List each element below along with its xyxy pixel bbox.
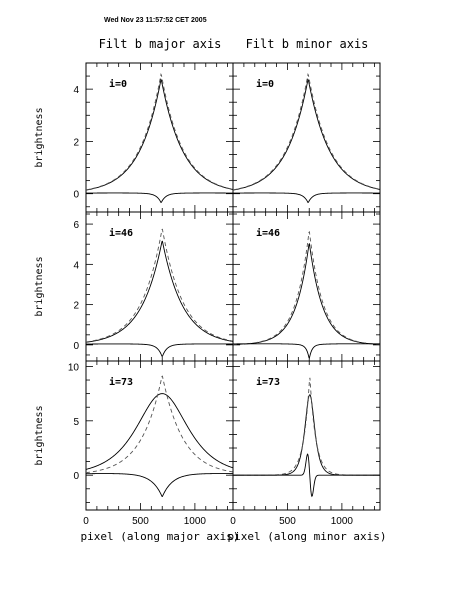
y-tick-label: 5 xyxy=(73,417,79,428)
series-line-solid xyxy=(86,78,233,191)
x-label-major: pixel (along major axis) xyxy=(81,530,240,543)
series-line-solid xyxy=(86,240,233,343)
series-line-solid xyxy=(86,343,233,357)
y-tick-label: 0 xyxy=(73,341,79,352)
y-tick-label: 6 xyxy=(73,220,79,231)
y-tick-label: 2 xyxy=(73,301,79,312)
y-tick-label: 2 xyxy=(73,137,79,148)
panel-0-2: 0 5 10 brightness 0 500 1000 i=73 xyxy=(34,360,234,527)
series-line-solid xyxy=(233,78,380,191)
y-tick-label: 4 xyxy=(73,260,79,271)
series-line-solid xyxy=(233,453,380,498)
series-line-dashed xyxy=(86,228,233,343)
series-line-solid xyxy=(233,242,380,345)
y-tick-label: 10 xyxy=(68,362,80,373)
series-line-dashed xyxy=(233,73,380,191)
panels: 0 2 4 brightness i=0 i=0 0 2 4 6 brightness i=46 i=4… xyxy=(34,62,381,527)
panel-title: i=0 xyxy=(109,78,127,90)
y-axis-label: brightness xyxy=(34,405,45,465)
y-tick-label: 4 xyxy=(73,85,79,96)
series-line-dashed xyxy=(86,375,233,474)
x-tick-label: 1000 xyxy=(331,516,354,527)
x-label-minor: pixel (along minor axis) xyxy=(228,530,387,543)
y-axis-label: brightness xyxy=(34,107,45,167)
panel-1-0: i=0 xyxy=(232,62,381,213)
panel-title: i=73 xyxy=(256,376,280,388)
col-title-minor: Filt b minor axis xyxy=(246,37,369,51)
series-line-solid xyxy=(86,192,233,204)
x-tick-label: 500 xyxy=(132,516,149,527)
series-line-dashed xyxy=(86,73,233,191)
panel-1-2: 0 500 1000 i=73 xyxy=(230,360,381,527)
series-line-solid xyxy=(86,393,233,470)
y-axis-label: brightness xyxy=(34,256,45,316)
series-line-solid xyxy=(86,473,233,497)
x-tick-label: 1000 xyxy=(184,516,207,527)
panel-title: i=0 xyxy=(256,78,274,90)
panel-0-1: 0 2 4 6 brightness i=46 xyxy=(34,211,234,362)
panel-title: i=73 xyxy=(109,376,133,388)
series-line-solid xyxy=(233,192,380,204)
panel-1-1: i=46 xyxy=(232,211,381,362)
series-line-dashed xyxy=(233,231,380,345)
x-tick-label: 500 xyxy=(279,516,296,527)
x-tick-label: 0 xyxy=(83,516,89,527)
series-line-solid xyxy=(233,394,380,476)
x-tick-label: 0 xyxy=(230,516,236,527)
panel-title: i=46 xyxy=(109,227,133,239)
series-line-solid xyxy=(233,343,380,359)
panel-0-0: 0 2 4 brightness i=0 xyxy=(34,62,234,213)
panel-frame xyxy=(232,360,381,511)
y-tick-label: 0 xyxy=(73,190,79,201)
y-tick-label: 0 xyxy=(73,471,79,482)
col-title-major: Filt b major axis xyxy=(99,37,222,51)
panel-title: i=46 xyxy=(256,227,280,239)
timestamp: Wed Nov 23 11:57:52 CET 2005 xyxy=(104,17,207,24)
